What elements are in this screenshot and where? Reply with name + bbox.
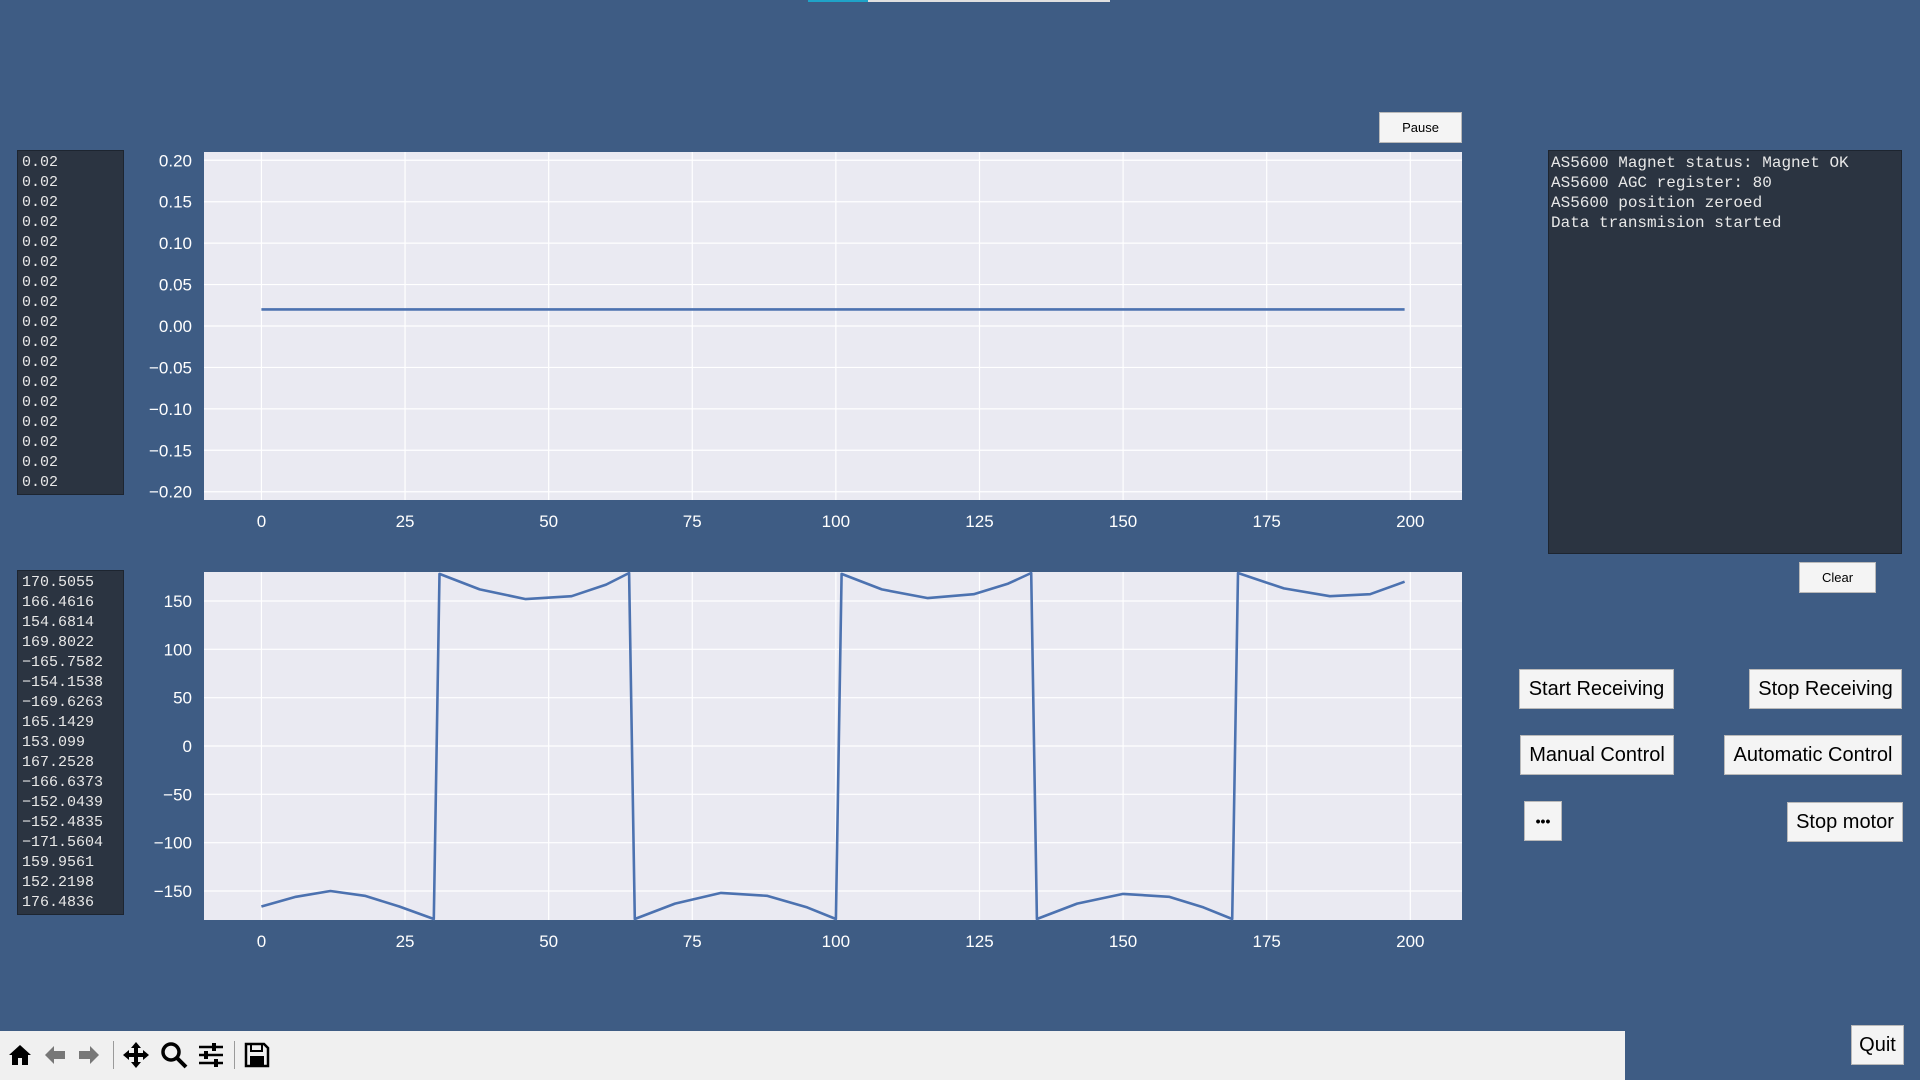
stop-motor-button[interactable]: Stop motor [1787, 802, 1903, 842]
x-tick-label: 25 [396, 512, 415, 531]
bottom-list-value: −169.6263 [22, 694, 104, 711]
bottom-list-value: 167.2528 [22, 754, 95, 771]
top-list-value: 0.02 [22, 374, 59, 391]
top-list-value: 0.02 [22, 174, 59, 191]
quit-button[interactable]: Quit [1851, 1025, 1904, 1065]
manual-control-button[interactable]: Manual Control [1520, 735, 1674, 775]
y-tick-label: 0.00 [159, 317, 192, 336]
clear-button[interactable]: Clear [1799, 562, 1876, 593]
x-tick-label: 175 [1253, 512, 1281, 531]
bottom-list-value: 153.099 [22, 734, 86, 751]
x-tick-label: 75 [683, 932, 702, 951]
y-tick-label: 150 [164, 592, 192, 611]
top-list-value: 0.02 [22, 214, 59, 231]
bottom-list-value: 152.2198 [22, 874, 95, 891]
top-values-list: 0.02 0.02 0.02 0.02 0.02 0.02 0.02 0.02 0.02 0.02… [17, 150, 124, 495]
x-tick-label: 0 [257, 932, 266, 951]
bottom-list-value: 176.4836 [22, 894, 95, 911]
y-tick-label: 0 [183, 737, 192, 756]
x-tick-label: 100 [822, 932, 850, 951]
bottom-plot: 0 25 50 75 100 125 150 175 200 150 100 50 0 −50 −100 −1… [154, 571, 1462, 951]
configure-subplots-icon[interactable] [197, 1041, 225, 1069]
top-list-value: 0.02 [22, 334, 59, 351]
top-list-value: 0.02 [22, 394, 59, 411]
x-tick-label: 200 [1396, 512, 1424, 531]
x-tick-label: 150 [1109, 512, 1137, 531]
x-tick-label: 175 [1253, 932, 1281, 951]
top-list-value: 0.02 [22, 474, 59, 491]
back-arrow-icon[interactable] [41, 1041, 69, 1069]
x-tick-label: 100 [822, 512, 850, 531]
top-list-value: 0.02 [22, 294, 59, 311]
y-tick-label: −50 [163, 785, 192, 804]
log-line: AS5600 AGC register: 80 [1551, 174, 1772, 192]
bottom-list-value: −171.5604 [22, 834, 104, 851]
series-line [261, 571, 1406, 921]
start-receiving-button[interactable]: Start Receiving [1519, 669, 1674, 709]
bottom-list-value: 166.4616 [22, 594, 95, 611]
y-tick-label: −0.20 [149, 483, 192, 502]
y-tick-label: −0.05 [149, 358, 192, 377]
bottom-values-list: 170.5055 166.4616 154.6814 169.8022 −165.758… [17, 570, 124, 915]
y-tick-label: −0.15 [149, 441, 192, 460]
top-list-value: 0.02 [22, 434, 59, 451]
top-list-value: 0.02 [22, 194, 59, 211]
bottom-list-value: −166.6373 [22, 774, 104, 791]
y-tick-label: −100 [154, 834, 192, 853]
top-list-value: 0.02 [22, 234, 59, 251]
x-tick-label: 75 [683, 512, 702, 531]
y-tick-label: 0.10 [159, 234, 192, 253]
top-list-value: 0.02 [22, 454, 59, 471]
bottom-list-value: 170.5055 [22, 574, 95, 591]
more-options-button[interactable]: ••• [1524, 801, 1562, 841]
top-list-value: 0.02 [22, 314, 59, 331]
window-top-indicator [808, 0, 868, 2]
top-list-value: 0.02 [22, 414, 59, 431]
pan-icon[interactable] [122, 1041, 150, 1069]
y-tick-label: 0.15 [159, 193, 192, 212]
bottom-list-value: −165.7582 [22, 654, 104, 671]
top-list-value: 0.02 [22, 274, 59, 291]
zoom-icon[interactable] [160, 1041, 188, 1069]
y-tick-label: −0.10 [149, 400, 192, 419]
y-tick-label: 100 [164, 640, 192, 659]
bottom-list-value: −152.4835 [22, 814, 104, 831]
window-top-indicator-2 [868, 0, 1110, 2]
log-line: Data transmision started [1551, 214, 1782, 232]
y-tick-label: 50 [173, 689, 192, 708]
x-tick-label: 50 [539, 512, 558, 531]
x-tick-label: 125 [965, 512, 993, 531]
log-line: AS5600 position zeroed [1551, 194, 1763, 212]
top-plot: 0 25 50 75 100 125 150 175 200 0.20 0.15 0.10 0.05 0.… [149, 151, 1462, 531]
x-tick-label: 125 [965, 932, 993, 951]
x-tick-label: 150 [1109, 932, 1137, 951]
home-icon[interactable] [6, 1041, 34, 1069]
top-list-value: 0.02 [22, 354, 59, 371]
automatic-control-button[interactable]: Automatic Control [1724, 735, 1902, 775]
top-list-value: 0.02 [22, 254, 59, 271]
x-tick-label: 200 [1396, 932, 1424, 951]
toolbar-separator [234, 1041, 235, 1069]
log-line: AS5600 Magnet status: Magnet OK [1551, 154, 1849, 172]
bottom-list-value: −152.0439 [22, 794, 104, 811]
pause-button[interactable]: Pause [1379, 112, 1462, 143]
bottom-list-value: 159.9561 [22, 854, 95, 871]
bottom-list-value: 165.1429 [22, 714, 95, 731]
y-tick-label: 0.05 [159, 276, 192, 295]
y-tick-label: −150 [154, 882, 192, 901]
bottom-list-value: −154.1538 [22, 674, 104, 691]
x-tick-label: 50 [539, 932, 558, 951]
top-list-value: 0.02 [22, 154, 59, 171]
x-tick-label: 25 [396, 932, 415, 951]
log-output: AS5600 Magnet status: Magnet OK AS5600 AG… [1548, 150, 1902, 554]
toolbar-separator [113, 1041, 114, 1069]
forward-arrow-icon[interactable] [75, 1041, 103, 1069]
bottom-list-value: 169.8022 [22, 634, 95, 651]
navigation-toolbar [0, 1031, 1625, 1080]
x-tick-label: 0 [257, 512, 266, 531]
stop-receiving-button[interactable]: Stop Receiving [1749, 669, 1902, 709]
bottom-list-value: 154.6814 [22, 614, 95, 631]
save-icon[interactable] [243, 1041, 271, 1069]
y-tick-label: 0.20 [159, 151, 192, 170]
